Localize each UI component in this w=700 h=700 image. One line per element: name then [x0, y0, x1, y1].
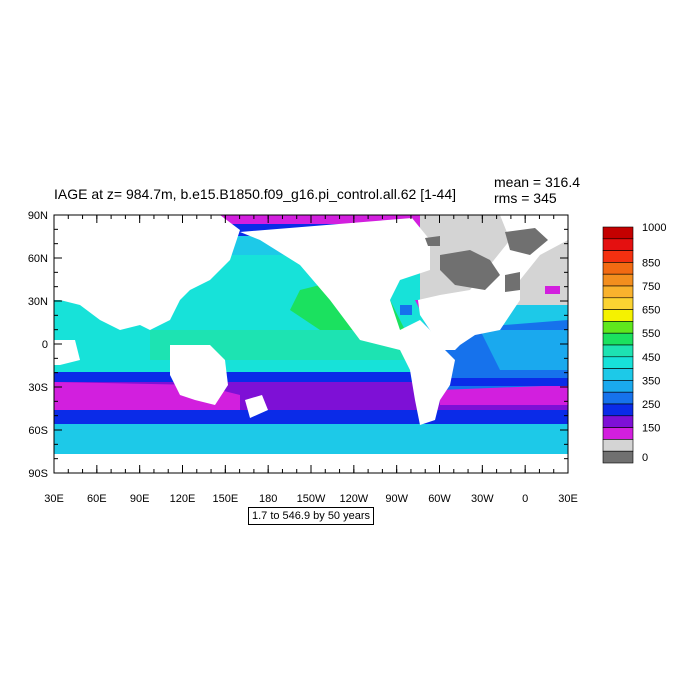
- asia: [54, 215, 240, 330]
- colorbar-swatch: [602, 250, 634, 263]
- lat-tick-label: 60S: [28, 425, 48, 437]
- colorbar-swatch: [602, 309, 634, 322]
- lon-tick-label: 0: [522, 493, 528, 505]
- colorbar: [602, 226, 634, 464]
- lat-axis-labels: 90N 60N 30N 0 30S 60S 90S: [28, 210, 48, 480]
- colorbar-swatch: [602, 332, 634, 346]
- americas: [240, 218, 455, 425]
- rms-value: rms = 345: [494, 190, 557, 206]
- colorbar-swatch: [602, 391, 634, 405]
- colorbar-swatch: [602, 427, 634, 440]
- colorbar-swatch: [602, 344, 634, 358]
- colorbar-swatch: [602, 368, 634, 381]
- stats-box: mean = 316.4 rms = 345: [494, 174, 580, 206]
- atlantic-south-blue: [430, 378, 568, 386]
- lon-tick-label: 180: [259, 493, 277, 505]
- colorbar-label: 750: [642, 281, 660, 293]
- missing-region-3: [425, 236, 440, 246]
- lat-tick-label: 60N: [28, 253, 48, 265]
- axis-ticks: [53, 214, 569, 474]
- colorbar-swatch: [602, 403, 634, 417]
- lon-tick-label: 60E: [87, 493, 107, 505]
- colorbar-swatch: [602, 439, 634, 452]
- range-note: 1.7 to 546.9 by 50 years: [248, 507, 374, 525]
- colorbar-label: 450: [642, 352, 660, 364]
- missing-region-2: [505, 228, 548, 255]
- lat-tick-label: 30N: [28, 296, 48, 308]
- colorbar-label: 1000: [642, 222, 666, 234]
- colorbar-label: 650: [642, 305, 660, 317]
- lat-tick-label: 30S: [28, 382, 48, 394]
- colorbar-label: 550: [642, 328, 660, 340]
- colorbar-swatch: [602, 273, 634, 287]
- atlantic-light-blue: [480, 330, 568, 370]
- lat-tick-label: 0: [42, 339, 48, 351]
- colorbar-swatch: [602, 297, 634, 310]
- lon-tick-label: 30E: [558, 493, 578, 505]
- lon-tick-label: 150E: [212, 493, 238, 505]
- mediterranean-magenta: [545, 286, 560, 294]
- ocean-field: [54, 215, 568, 473]
- missing-region-4: [505, 272, 520, 292]
- colorbar-swatch: [602, 415, 634, 428]
- colorbar-label: 250: [642, 399, 660, 411]
- lon-tick-label: 60W: [428, 493, 451, 505]
- lon-tick-label: 30W: [471, 493, 494, 505]
- colorbar-label: 350: [642, 375, 660, 387]
- colorbar-swatch: [602, 262, 634, 275]
- lon-tick-label: 120W: [339, 493, 368, 505]
- lon-axis-labels: 30E 60E 90E 120E 150E 180 150W 120W 90W 60W 30W 0 30…: [44, 493, 578, 505]
- colorbar-swatch: [602, 380, 634, 393]
- colorbar-swatch: [602, 285, 634, 299]
- africa-east-edge: [54, 340, 80, 365]
- lat-tick-label: 90S: [28, 468, 48, 480]
- gulf-blue: [400, 305, 412, 315]
- colorbar-label: 0: [642, 452, 648, 464]
- colorbar-swatch: [602, 226, 634, 240]
- lon-tick-label: 120E: [170, 493, 196, 505]
- south-blue-band-2: [54, 410, 568, 424]
- lon-tick-label: 30E: [44, 493, 64, 505]
- colorbar-label: 150: [642, 423, 660, 435]
- lon-tick-label: 150W: [297, 493, 326, 505]
- lon-tick-label: 90E: [130, 493, 150, 505]
- south-magenta-atlantic: [440, 385, 568, 405]
- colorbar-swatch: [602, 238, 634, 251]
- colorbar-label: 850: [642, 257, 660, 269]
- lon-tick-label: 90W: [385, 493, 408, 505]
- colorbar-labels: 1000 850 750 650 550 450 350 250 150 0: [642, 222, 666, 464]
- mean-value: mean = 316.4: [494, 174, 581, 190]
- colorbar-swatch: [602, 356, 634, 369]
- plot-title: IAGE at z= 984.7m, b.e15.B1850.f09_g16.p…: [54, 186, 456, 202]
- new-zealand: [245, 395, 268, 418]
- australia: [170, 345, 228, 405]
- colorbar-swatch: [602, 321, 634, 334]
- lat-tick-label: 90N: [28, 210, 48, 222]
- colorbar-swatch: [602, 450, 634, 464]
- missing-region-1: [440, 250, 500, 290]
- antarctic-cyan: [54, 424, 568, 454]
